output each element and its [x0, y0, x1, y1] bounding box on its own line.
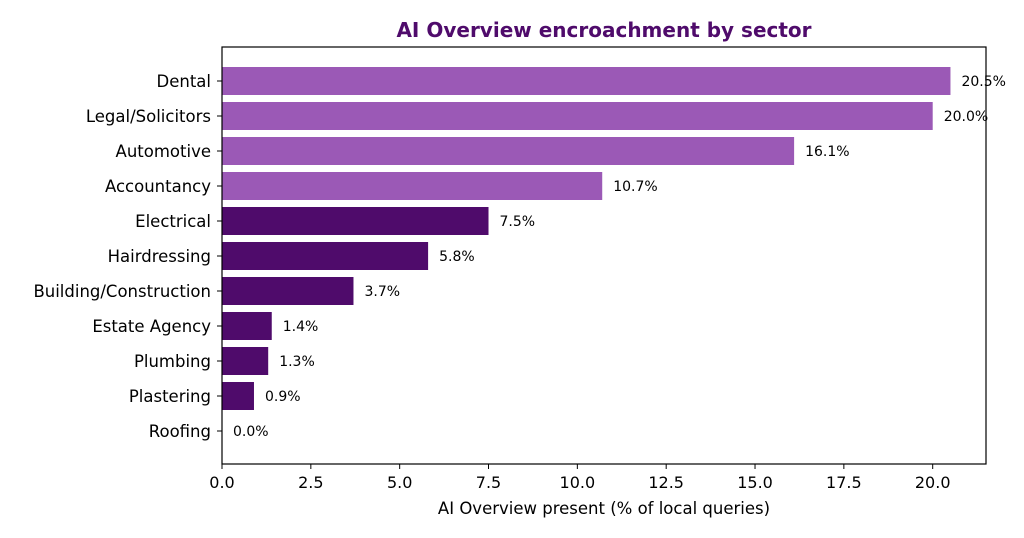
category-label: Roofing: [149, 422, 211, 441]
bar-building-construction: [222, 277, 354, 305]
category-labels: Dental Legal/Solicitors Automotive Accounta…: [33, 72, 211, 441]
bar-estate-agency: [222, 312, 272, 340]
bar-accountancy: [222, 172, 603, 200]
bar-electrical: [222, 207, 489, 235]
bar-automotive: [222, 137, 795, 165]
plot-frame: [221, 46, 987, 465]
x-tick-label: 2.5: [298, 473, 323, 492]
data-label: 7.5%: [500, 214, 536, 230]
x-tick-label: 15.0: [737, 473, 773, 492]
data-label: 3.7%: [364, 284, 400, 300]
bar-legal-solicitors: [222, 102, 933, 130]
bar-plastering: [222, 382, 254, 410]
chart-title: AI Overview encroachment by sector: [396, 18, 811, 42]
x-axis-label: AI Overview present (% of local queries): [438, 499, 770, 518]
x-tick-label: 7.5: [476, 473, 501, 492]
category-label: Plastering: [129, 387, 211, 406]
category-label: Building/Construction: [33, 282, 211, 301]
x-tick-label: 12.5: [648, 473, 684, 492]
category-label: Estate Agency: [92, 317, 211, 336]
category-label: Plumbing: [134, 352, 211, 371]
category-label: Hairdressing: [108, 247, 211, 266]
category-label: Accountancy: [105, 177, 211, 196]
category-label: Electrical: [135, 212, 211, 231]
data-labels: 20.5% 20.0% 16.1% 10.7% 7.5% 5.8% 3.7% 1.4% 1.3%…: [233, 74, 1006, 440]
data-label: 5.8%: [439, 249, 475, 265]
data-label: 1.3%: [279, 354, 315, 370]
y-axis-ticks: [217, 80, 222, 432]
x-tick-label: 20.0: [915, 473, 951, 492]
data-label: 16.1%: [805, 144, 849, 160]
data-label: 20.5%: [961, 74, 1005, 90]
x-tick-label: 0.0: [209, 473, 234, 492]
category-label: Dental: [157, 72, 211, 91]
data-label: 1.4%: [283, 319, 319, 335]
bar-hairdressing: [222, 242, 429, 270]
bar-plumbing: [222, 347, 269, 375]
data-label: 10.7%: [613, 179, 657, 195]
x-tick-label: 10.0: [560, 473, 596, 492]
x-axis-ticks: 0.0 2.5 5.0 7.5 10.0 12.5 15.0 17.5 20.0: [209, 464, 951, 492]
data-label: 20.0%: [944, 109, 988, 125]
category-label: Legal/Solicitors: [86, 107, 211, 126]
x-tick-label: 17.5: [826, 473, 862, 492]
x-tick-label: 5.0: [387, 473, 412, 492]
data-label: 0.0%: [233, 424, 269, 440]
data-label: 0.9%: [265, 389, 301, 405]
bar-dental: [222, 67, 951, 95]
category-label: Automotive: [116, 142, 211, 161]
bars-group: [222, 67, 951, 410]
